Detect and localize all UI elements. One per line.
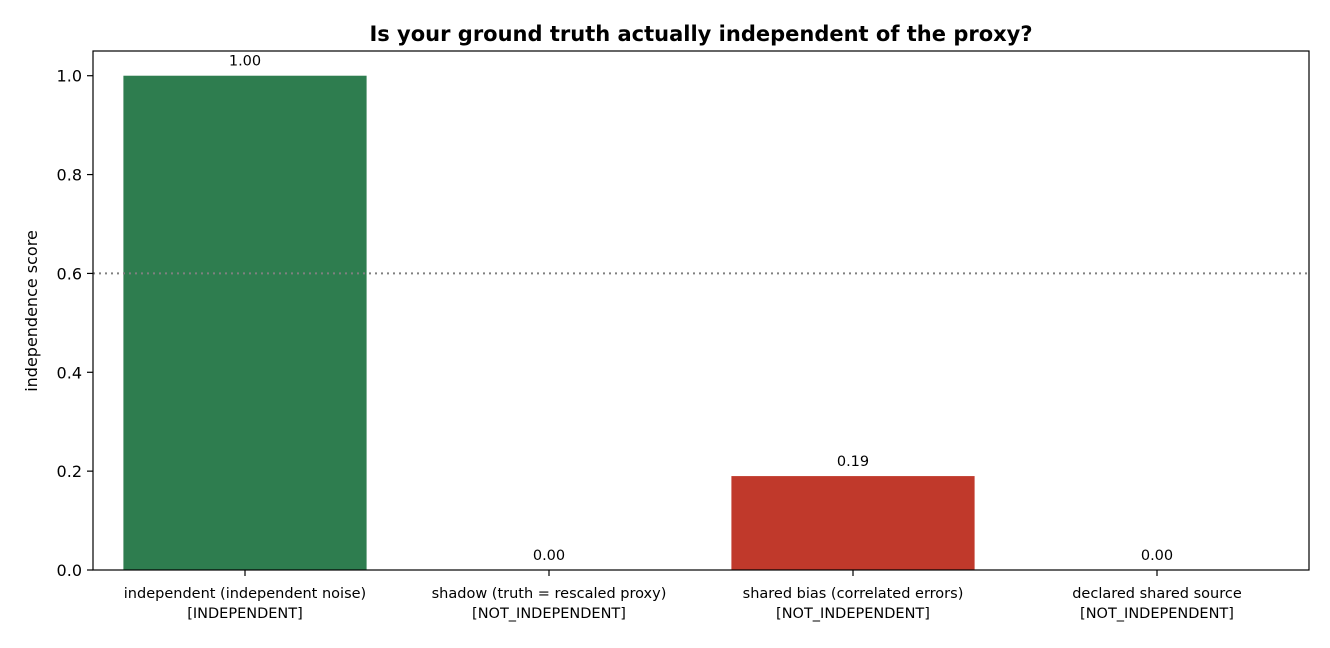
x-tick-sublabel-1: [NOT_INDEPENDENT]: [472, 606, 626, 622]
y-tick-label-0: 0.0: [57, 561, 82, 580]
x-tick-label-2: shared bias (correlated errors): [743, 586, 964, 602]
y-tick-label-1: 0.2: [57, 462, 82, 481]
y-tick-label-5: 1.0: [57, 67, 82, 86]
x-tick-label-3: declared shared source: [1072, 586, 1242, 602]
x-tick-sublabel-2: [NOT_INDEPENDENT]: [776, 606, 930, 622]
data-label-0: 1.00: [229, 54, 261, 70]
bar-0: [123, 75, 367, 570]
x-tick-sublabel-0: [INDEPENDENT]: [187, 606, 303, 622]
bar-2: [731, 476, 975, 570]
chart-title: Is your ground truth actually independen…: [369, 22, 1032, 46]
x-tick-label-1: shadow (truth = rescaled proxy): [432, 586, 667, 602]
x-tick-label-0: independent (independent noise): [124, 586, 366, 602]
y-axis-label: independence score: [22, 230, 41, 392]
y-tick-label-2: 0.4: [57, 363, 82, 382]
data-label-1: 0.00: [533, 548, 565, 564]
x-tick-sublabel-3: [NOT_INDEPENDENT]: [1080, 606, 1234, 622]
data-label-3: 0.00: [1141, 548, 1173, 564]
y-tick-label-3: 0.6: [57, 264, 82, 283]
data-label-2: 0.19: [837, 454, 869, 470]
plot-area: 0.0 0.2 0.4 0.6 0.8 1.0 independent (independe…: [57, 50, 1310, 622]
y-tick-label-4: 0.8: [57, 166, 82, 185]
plot-frame: [92, 50, 1310, 571]
